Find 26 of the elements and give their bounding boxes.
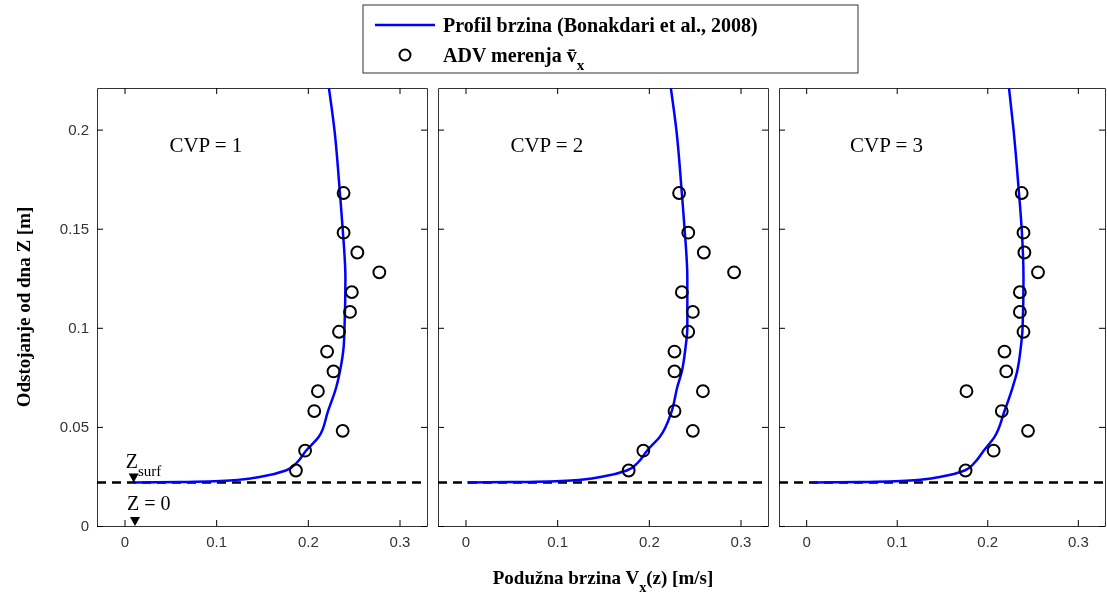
y-tick-label: 0.2 bbox=[68, 120, 89, 138]
text: CVP = 3 bbox=[850, 133, 924, 157]
x-tick-label: 0 bbox=[461, 532, 471, 550]
x-tick-label: 0.1 bbox=[206, 532, 228, 550]
text: CVP = 1 bbox=[169, 133, 243, 157]
y-tick-label: 0 bbox=[80, 517, 89, 535]
x-tick-label: 0.2 bbox=[638, 532, 660, 550]
x-tick-label: 0.1 bbox=[547, 532, 569, 550]
legend-label: ADV merenja v̄$_{x}$ bbox=[443, 44, 585, 73]
x-tick-label: 0.3 bbox=[389, 532, 411, 550]
x-tick-label: 0.2 bbox=[297, 532, 319, 550]
x-tick-label: 0.1 bbox=[886, 532, 908, 550]
x-tick-label: 0 bbox=[802, 532, 811, 550]
y-tick-label: 0.15 bbox=[59, 220, 89, 238]
annotation: Z$_{surf}$ bbox=[125, 450, 162, 480]
x-tick-label: 0.3 bbox=[1067, 532, 1089, 550]
x-tick-label: 0.3 bbox=[730, 532, 752, 550]
legend-label: Profil brzina (Bonakdari et al., 2008) bbox=[443, 14, 758, 37]
y-axis-title: Odstojanje od dna Z [m] bbox=[13, 206, 34, 408]
annotation: Z = 0 bbox=[127, 492, 171, 514]
y-tick-label: 0.05 bbox=[59, 418, 89, 436]
text: CVP = 2 bbox=[510, 133, 584, 157]
x-tick-label: 0 bbox=[120, 532, 130, 550]
x-axis-title: Podužna brzina V$_{x}$(z) [m/s] bbox=[492, 567, 714, 592]
x-tick-label: 0.2 bbox=[977, 532, 999, 550]
y-tick-label: 0.1 bbox=[68, 319, 89, 337]
